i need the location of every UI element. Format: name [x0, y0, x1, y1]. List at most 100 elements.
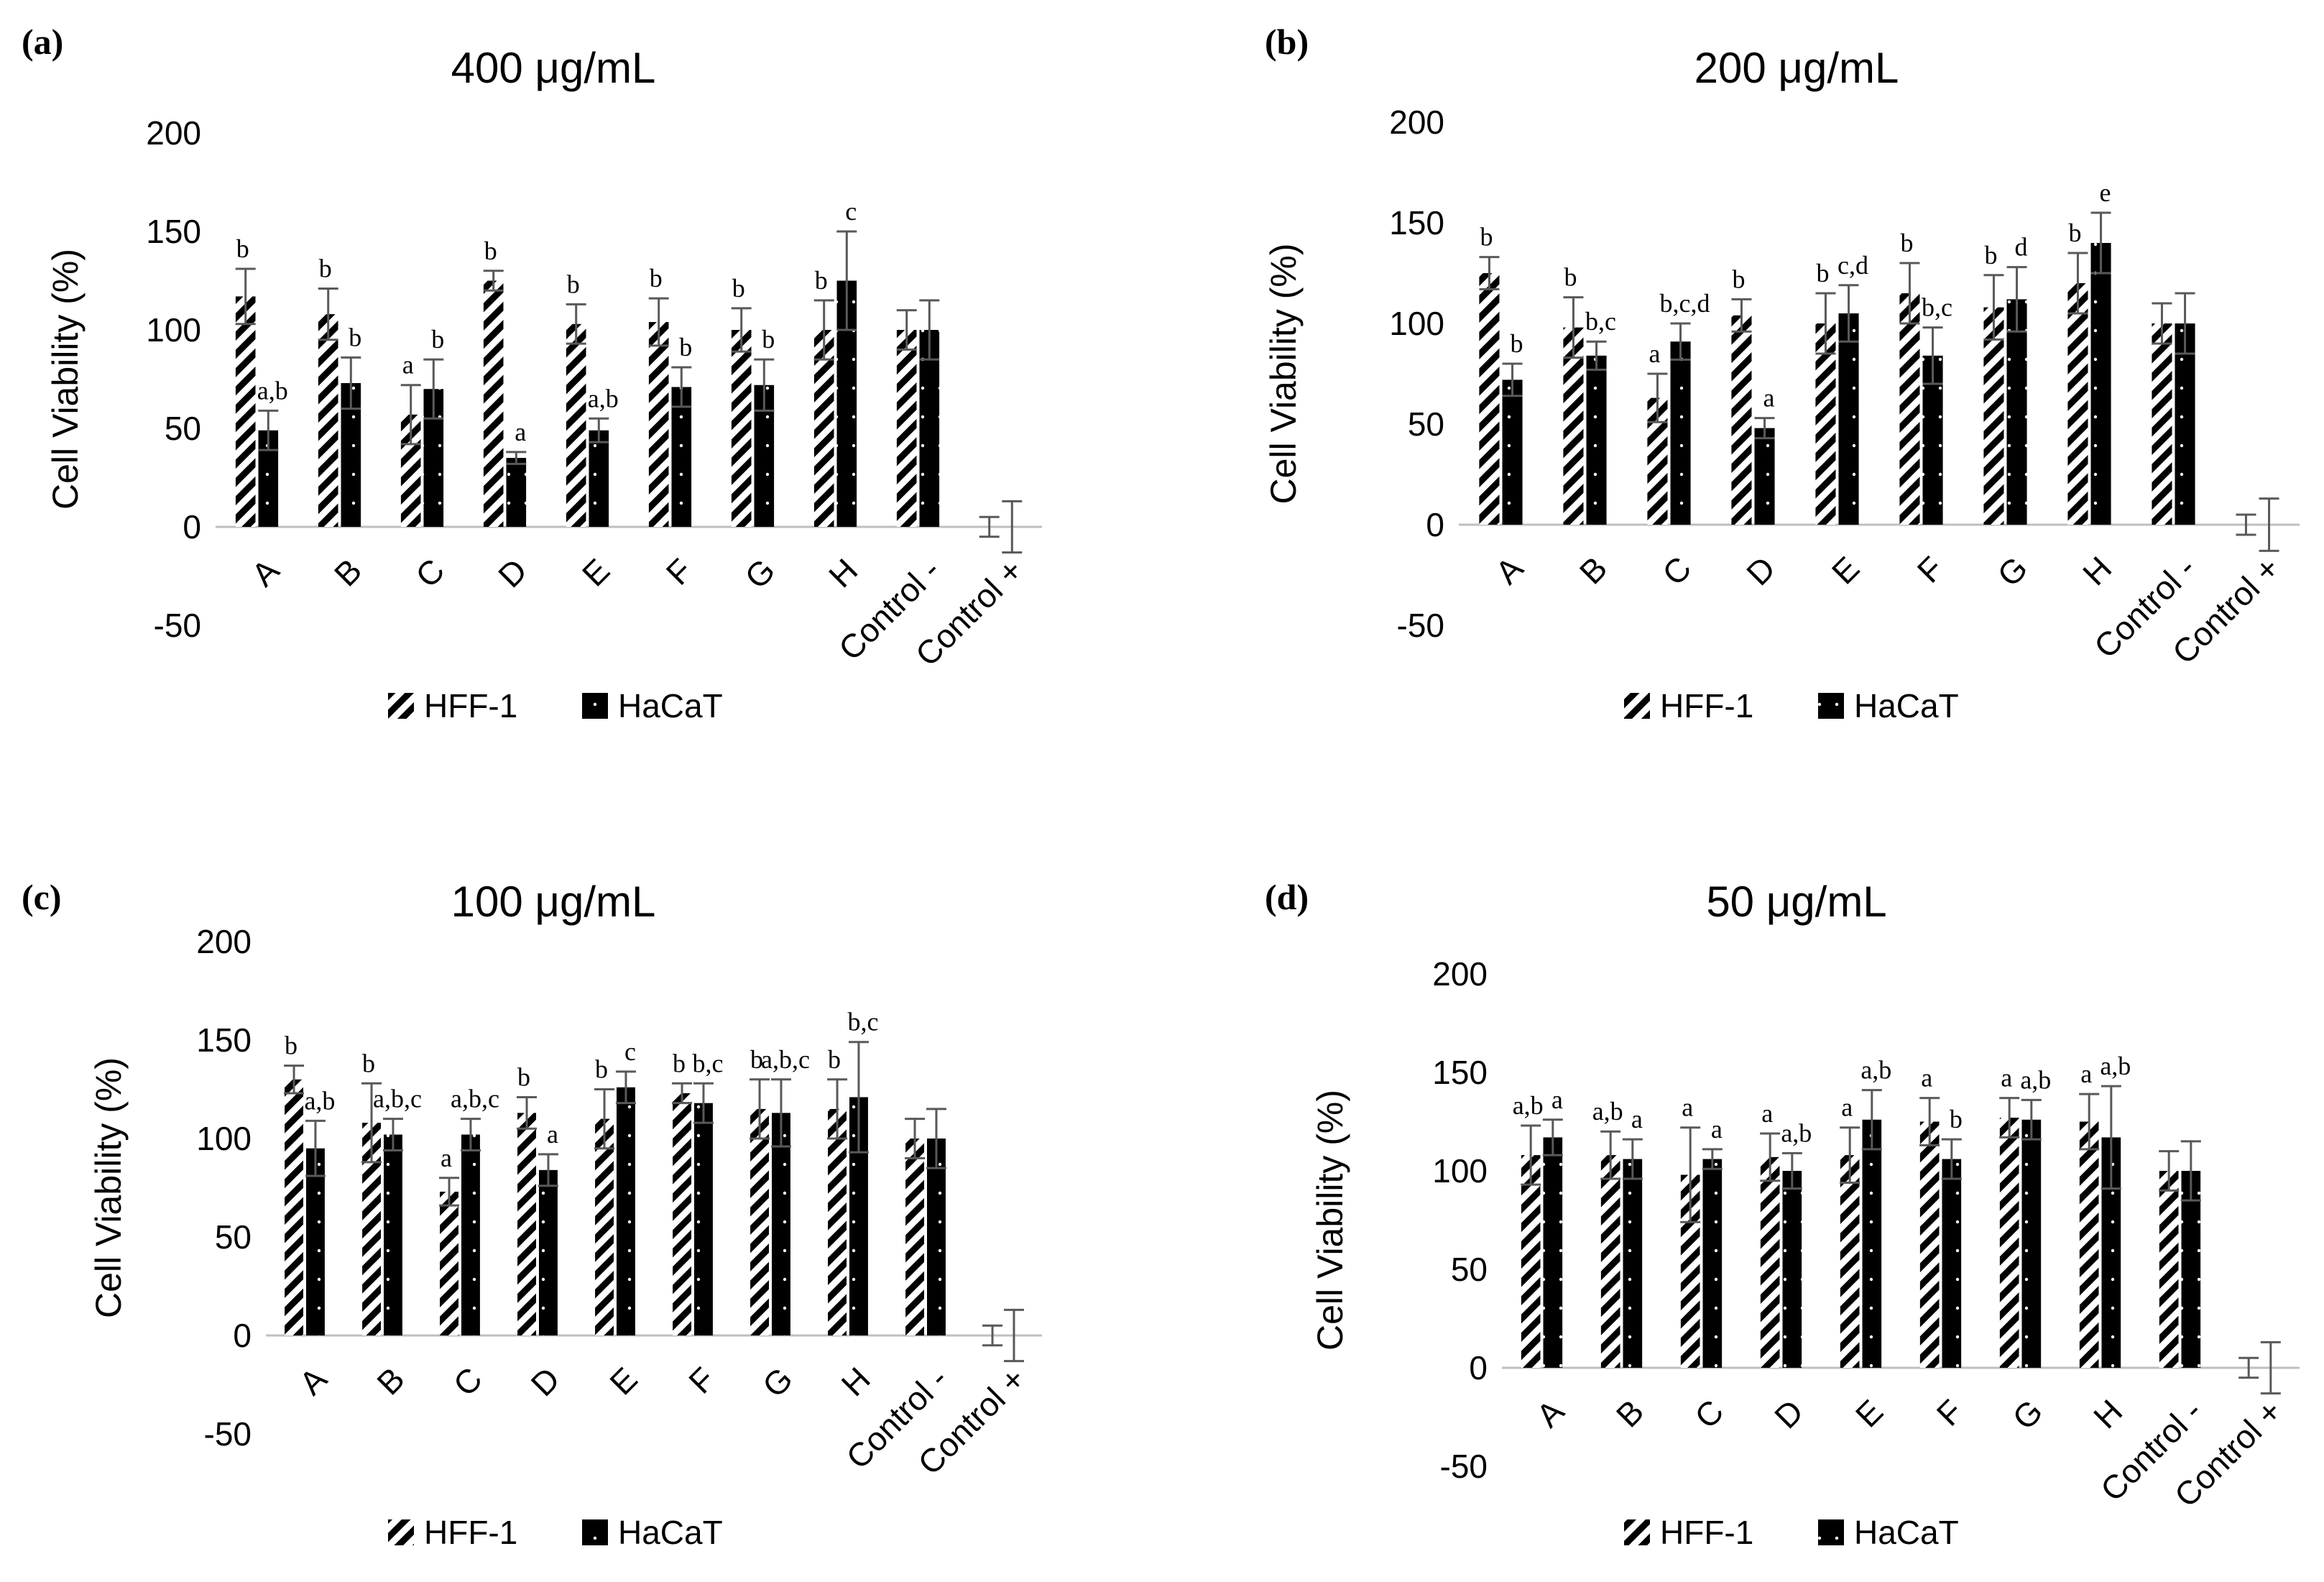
- chart0-significance-label: b: [236, 234, 249, 263]
- chart3-significance-label: a,b: [2020, 1065, 2051, 1094]
- chart2-bar-hacat: [539, 1169, 558, 1335]
- chart3-ytick-label: 150: [1432, 1054, 1488, 1091]
- chart1-legend-swatch-hacat: [1818, 693, 1844, 719]
- chart3-category-label: B: [1609, 1392, 1651, 1434]
- chart3-bar-hacat: [1862, 1119, 1882, 1368]
- chart3-bar-hff1: [1521, 1155, 1541, 1368]
- chart2-bar-hff1: [905, 1139, 924, 1335]
- chart2-category-label: C: [446, 1360, 489, 1403]
- chart0-bar-hff1: [813, 330, 834, 527]
- chart3-legend-label: HFF-1: [1660, 1514, 1753, 1551]
- chart2-ytick-label: 0: [233, 1317, 252, 1354]
- chart0-ytick-label: -50: [154, 607, 201, 644]
- chart3-legend-label: HaCaT: [1854, 1514, 1959, 1551]
- chart3-category-label: F: [1929, 1392, 1970, 1433]
- chart2-significance-label: a: [547, 1120, 558, 1149]
- chart2-ytick-label: 100: [196, 1120, 252, 1157]
- chart0-bar-hff1: [235, 296, 256, 527]
- chart1-category-label: E: [1825, 549, 1866, 591]
- chart3-significance-label: a: [1682, 1093, 1693, 1122]
- chart1-significance-label: b: [1900, 229, 1913, 257]
- chart0-y-axis-title: Cell Viability (%): [45, 249, 86, 510]
- chart3-significance-label: a: [1921, 1064, 1932, 1093]
- chart3-significance-label: b: [1950, 1105, 1963, 1133]
- chart1-bar-hff1: [2152, 323, 2172, 525]
- chart0-legend-swatch-hff1: [388, 693, 414, 719]
- chart3-bar-hff1: [1840, 1155, 1860, 1368]
- chart2-significance-label: b: [362, 1049, 375, 1077]
- chart3-significance-label: a,b: [1781, 1118, 1812, 1147]
- chart2-bar-hff1: [517, 1113, 536, 1335]
- chart3-bar-hacat: [1702, 1159, 1723, 1368]
- chart2-category-label: D: [524, 1360, 567, 1403]
- chart1-bar-hacat: [1670, 341, 1691, 525]
- chart0-significance-label: b: [319, 254, 332, 282]
- chart2-ytick-label: 150: [196, 1021, 252, 1059]
- chart2-y-axis-title: Cell Viability (%): [88, 1057, 129, 1318]
- chart2-bar-hacat: [306, 1148, 325, 1335]
- chart0-significance-label: b: [567, 270, 580, 298]
- chart3-bar-hacat: [1782, 1171, 1802, 1368]
- chart3-significance-label: a,b: [2100, 1052, 2131, 1080]
- chart0-category-label: A: [244, 551, 287, 594]
- chart2-bar-hff1: [673, 1093, 691, 1335]
- chart0-significance-label: c: [845, 197, 857, 226]
- chart3-bar-hacat: [1623, 1159, 1643, 1368]
- chart0-legend-label: HFF-1: [424, 687, 517, 725]
- chart3-category-label: A: [1529, 1392, 1572, 1435]
- chart1-category-label: G: [1990, 549, 2034, 594]
- chart1-bar-hacat: [2006, 299, 2027, 525]
- chart0-significance-label: a,b: [588, 384, 619, 413]
- chart1-significance-label: a: [1763, 384, 1775, 413]
- chart2-significance-label: b: [517, 1062, 530, 1091]
- chart1-bar-hff1: [1563, 327, 1584, 525]
- chart2-significance-label: a,b: [304, 1086, 335, 1115]
- chart1-ytick-label: 150: [1389, 204, 1444, 242]
- chart0-ytick-label: 50: [165, 410, 201, 447]
- chart2-significance-label: b,c: [692, 1049, 723, 1077]
- chart1-bar-hff1: [1479, 273, 1500, 525]
- chart3-ytick-label: 200: [1432, 955, 1488, 993]
- chart1-significance-label: b: [1984, 241, 1997, 270]
- chart1-bar-hacat: [2175, 323, 2195, 525]
- chart3-bar-hff1: [1760, 1156, 1780, 1368]
- chart1-significance-label: b: [1816, 259, 1829, 288]
- chart3-significance-label: a: [1551, 1085, 1563, 1114]
- chart0-category-label: G: [737, 551, 782, 596]
- chart2-title: 100 μg/mL: [451, 878, 656, 926]
- chart1-significance-label: b: [1732, 265, 1745, 293]
- chart1-significance-label: b: [2068, 219, 2081, 247]
- chart2-bar-hacat: [694, 1103, 713, 1335]
- chart1-category-label: F: [1910, 549, 1951, 590]
- chart1-legend-label: HaCaT: [1854, 687, 1959, 725]
- chart0-significance-label: b: [484, 236, 497, 265]
- chart1-bar-hacat: [1754, 428, 1775, 525]
- chart2-bar-hacat: [461, 1134, 480, 1335]
- chart0-ytick-label: 200: [146, 114, 201, 152]
- chart0-category-label: H: [821, 551, 864, 594]
- chart3-bar-hff1: [1600, 1155, 1620, 1368]
- chart0-significance-label: a: [515, 418, 526, 446]
- chart1-significance-label: b: [1480, 223, 1493, 252]
- chart0-bar-hff1: [896, 330, 917, 527]
- chart3-bar-hff1: [1919, 1121, 1940, 1368]
- chart0-bar-hacat: [919, 330, 940, 527]
- chart2-ytick-label: 200: [196, 923, 252, 960]
- chart0-category-label: B: [327, 551, 369, 593]
- chart3-bar-hacat: [1543, 1137, 1563, 1368]
- chart2-legend-label: HFF-1: [424, 1514, 517, 1551]
- chart0-significance-label: b: [815, 266, 828, 295]
- chart2-panel-label: (c): [22, 877, 62, 917]
- chart3-category-label: E: [1848, 1392, 1890, 1434]
- chart2-bar-hacat: [617, 1087, 635, 1335]
- chart0-significance-label: a,b: [257, 376, 288, 405]
- chart1-bar-hff1: [2067, 283, 2088, 525]
- chart3-bar-hff1: [2079, 1121, 2099, 1368]
- chart3-ytick-label: 50: [1451, 1251, 1488, 1288]
- chart1-category-label: B: [1572, 549, 1614, 591]
- chart0-bar-hff1: [648, 322, 669, 527]
- chart2-ytick-label: 50: [215, 1218, 252, 1256]
- chart2-bar-hacat: [772, 1113, 790, 1335]
- chart1-y-axis-title: Cell Viability (%): [1263, 243, 1304, 504]
